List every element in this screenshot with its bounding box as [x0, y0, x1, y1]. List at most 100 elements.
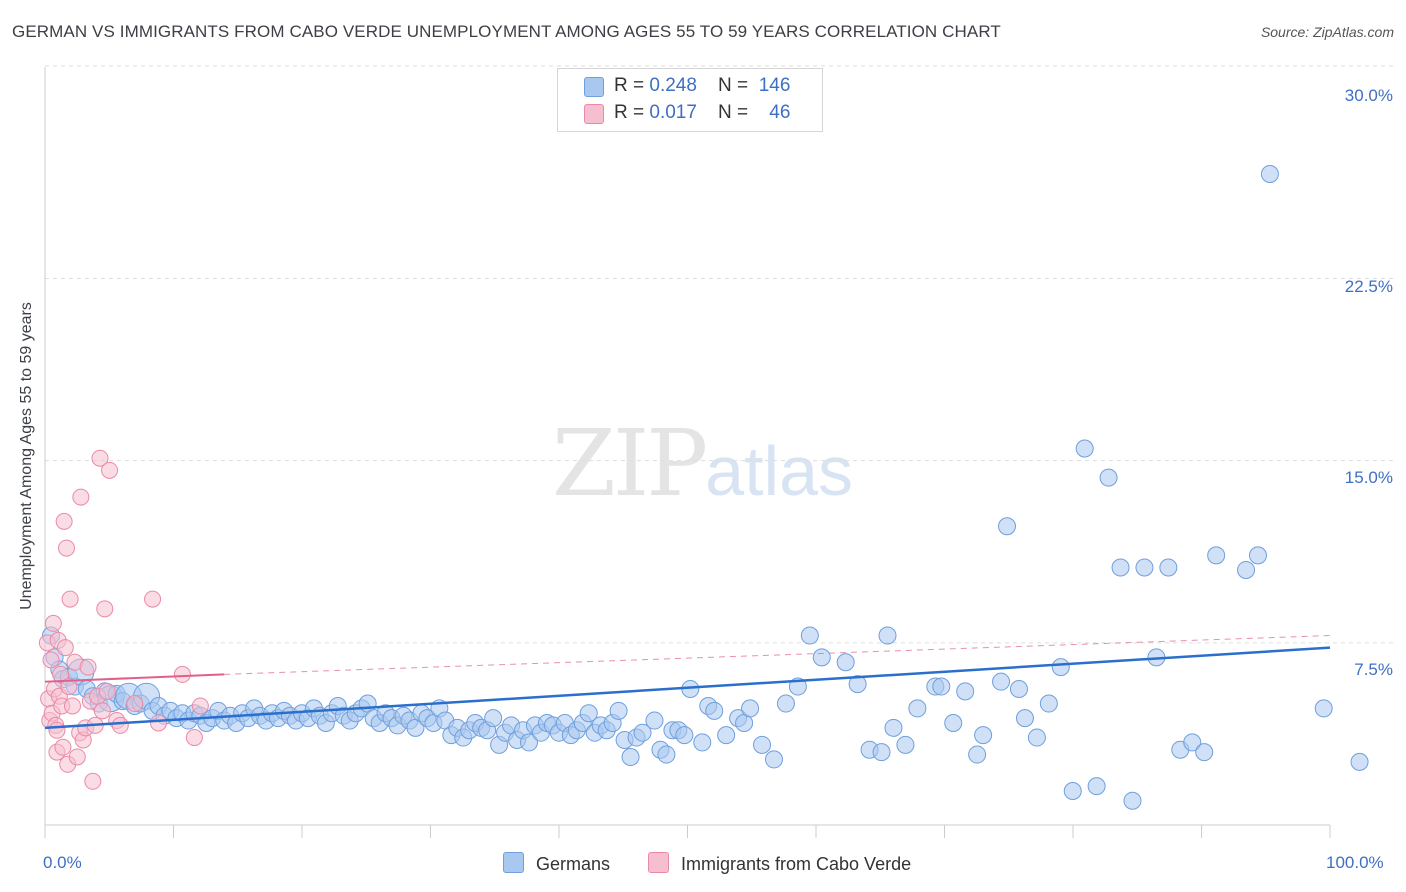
- german-point: [800, 626, 819, 645]
- cabo-verde-trend-line: [44, 673, 225, 683]
- cabo-verde-point: [79, 658, 97, 676]
- german-point: [1039, 694, 1058, 713]
- cabo-verde-point: [58, 539, 76, 557]
- german-point: [1195, 743, 1214, 762]
- legend-swatch-cabo-verde: [584, 104, 604, 124]
- cabo-verde-point: [91, 449, 109, 467]
- y-tick-label-30: 30.0%: [1344, 86, 1393, 105]
- legend-r-label: R =: [614, 75, 650, 96]
- german-point: [944, 713, 963, 732]
- german-point: [645, 711, 664, 730]
- german-point: [764, 750, 783, 769]
- legend-n-label: N =: [718, 102, 754, 123]
- german-point: [1350, 752, 1369, 771]
- german-point: [968, 745, 987, 764]
- german-point: [1075, 439, 1094, 458]
- german-point: [1099, 468, 1118, 487]
- german-point: [1087, 777, 1106, 796]
- german-point: [908, 699, 927, 718]
- german-point: [1135, 558, 1154, 577]
- cabo-verde-point: [173, 665, 191, 683]
- german-point: [484, 709, 503, 728]
- cabo-verde-point: [60, 678, 78, 696]
- german-point: [956, 682, 975, 701]
- german-point: [836, 653, 855, 672]
- german-point: [848, 675, 867, 694]
- legend-swatch-germans: [584, 77, 604, 97]
- cabo-verde-point: [150, 714, 168, 732]
- y-tick-label-7-5: 7.5%: [1354, 660, 1393, 679]
- bottom-legend-label-germans: Germans: [536, 854, 611, 874]
- source-label: Source: ZipAtlas.com: [1260, 24, 1394, 40]
- legend-text-germans: R = 0.248 N = 146: [614, 75, 790, 97]
- german-point: [896, 735, 915, 754]
- german-point: [872, 743, 891, 762]
- german-point: [717, 726, 736, 745]
- german-point: [812, 648, 831, 667]
- german-point: [633, 723, 652, 742]
- cabo-verde-point: [185, 729, 203, 747]
- watermark-atlas: atlas: [705, 432, 854, 510]
- cabo-verde-point: [111, 716, 129, 734]
- german-point: [878, 626, 897, 645]
- german-point: [1027, 728, 1046, 747]
- german-point: [621, 747, 640, 766]
- cabo-verde-point: [52, 665, 70, 683]
- cabo-verde-point: [48, 721, 66, 739]
- german-point: [609, 701, 628, 720]
- cabo-verde-point: [55, 512, 73, 530]
- german-point: [705, 701, 724, 720]
- cabo-verde-point: [191, 697, 209, 715]
- german-point: [974, 726, 993, 745]
- cabo-verde-point: [96, 600, 114, 618]
- cabo-verde-point: [61, 590, 79, 608]
- cabo-verde-point: [101, 461, 119, 479]
- legend-r-label: R =: [614, 102, 650, 123]
- german-point: [675, 726, 694, 745]
- cabo-verde-point: [63, 697, 81, 715]
- cabo-verde-point: [126, 695, 144, 713]
- german-point: [1111, 558, 1130, 577]
- germans-trend-line: [44, 646, 1331, 730]
- german-point: [1009, 679, 1028, 698]
- german-point: [776, 694, 795, 713]
- german-point: [1063, 781, 1082, 800]
- german-point: [1015, 709, 1034, 728]
- german-point: [1207, 546, 1226, 565]
- cabo-verde-trend-extension: [224, 635, 1331, 675]
- y-tick-label-22-5: 22.5%: [1344, 277, 1393, 296]
- german-point: [998, 517, 1017, 536]
- cabo-verde-point: [144, 590, 162, 608]
- legend-r-value: 0.017: [649, 102, 697, 123]
- watermark-zip: ZIP: [552, 410, 708, 517]
- cabo-verde-point: [54, 738, 72, 756]
- chart-title: GERMAN VS IMMIGRANTS FROM CABO VERDE UNE…: [12, 22, 1001, 41]
- german-point: [1260, 165, 1279, 184]
- cabo-verde-point: [44, 614, 62, 632]
- german-point: [519, 733, 538, 752]
- german-point: [992, 672, 1011, 691]
- x-tick-label-100: 100.0%: [1326, 853, 1384, 872]
- legend-n-label: N =: [718, 75, 754, 96]
- german-point: [1123, 791, 1142, 810]
- cabo-verde-point: [68, 748, 86, 766]
- bottom-legend-label-cabo-verde: Immigrants from Cabo Verde: [681, 854, 912, 874]
- bottom-legend-cabo-verde: Immigrants from Cabo Verde: [648, 852, 911, 875]
- german-point: [753, 735, 772, 754]
- legend-text-cabo-verde: R = 0.017 N = 46: [614, 102, 790, 124]
- y-axis-label: Unemployment Among Ages 55 to 59 years: [18, 302, 35, 610]
- x-tick-label-0: 0.0%: [43, 853, 82, 872]
- cabo-verde-point: [84, 772, 102, 790]
- cabo-verde-point: [42, 651, 60, 669]
- legend-n-value: 146: [758, 75, 791, 96]
- german-point: [884, 718, 903, 737]
- german-point: [579, 704, 598, 723]
- german-point: [1183, 733, 1202, 752]
- cabo-verde-point: [93, 702, 111, 720]
- bottom-legend-swatch-cabo-verde: [648, 852, 669, 873]
- watermark: ZIPatlas: [552, 410, 853, 517]
- german-point: [1248, 546, 1267, 565]
- german-point: [1159, 558, 1178, 577]
- german-point: [693, 733, 712, 752]
- german-point: [1051, 658, 1070, 677]
